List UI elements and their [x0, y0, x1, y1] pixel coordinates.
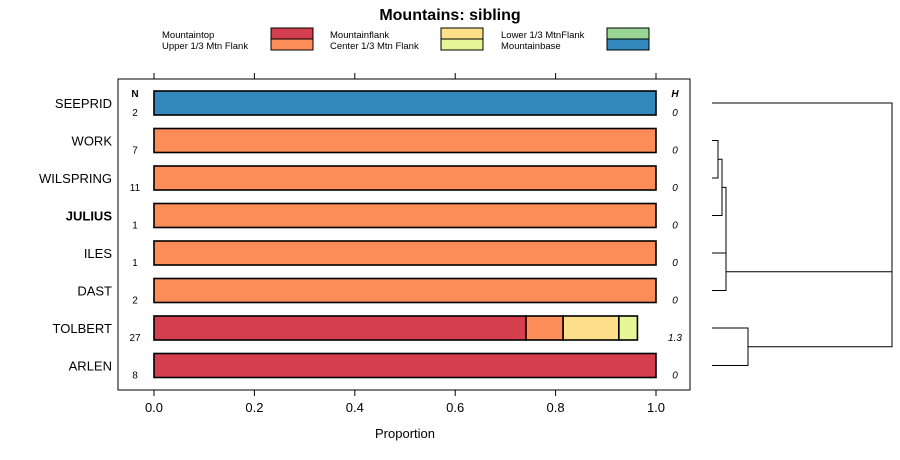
row-label-arlen: ARLEN	[69, 359, 112, 374]
x-tick-label-5: 1.0	[647, 400, 665, 415]
bar-segment-julius-upper-1-3-mtn-flank	[153, 202, 657, 229]
bar-segment-tolbert-mountaintop	[153, 315, 527, 341]
n-value-iles: 1	[132, 258, 138, 269]
dendrogram-link-julius	[712, 158, 723, 216]
x-tick-label-3: 0.6	[446, 400, 464, 415]
row-label-julius: JULIUS	[66, 209, 113, 224]
dendrogram	[712, 102, 893, 366]
h-value-tolbert: 1.3	[668, 333, 682, 344]
legend-label-mountainbase: Mountainbase	[501, 41, 561, 52]
h-value-seeprid: 0	[672, 108, 678, 119]
legend-label-mountainflank: Mountainflank	[330, 30, 389, 41]
bar-segment-work-upper-1-3-mtn-flank	[153, 127, 657, 154]
h-column-header: H	[671, 89, 679, 100]
h-value-iles: 0	[672, 258, 678, 269]
plot-panel	[117, 78, 691, 391]
legend-label-lower-1-3-mtnflank: Lower 1/3 MtnFlank	[501, 30, 585, 41]
x-tick-label-4: 0.8	[547, 400, 565, 415]
legend-swatch-center-1-3-mtn-flank	[440, 38, 484, 51]
bar-segment-arlen-mountaintop	[153, 352, 657, 379]
row-label-iles: ILES	[84, 246, 113, 261]
n-value-dast: 2	[132, 296, 138, 307]
h-value-dast: 0	[672, 296, 678, 307]
n-value-work: 7	[132, 146, 138, 157]
dendrogram-link-tolbert-arlen	[712, 327, 749, 366]
row-label-work: WORK	[72, 134, 113, 149]
h-value-wilspring: 0	[672, 183, 678, 194]
bar-segment-dast-upper-1-3-mtn-flank	[153, 277, 657, 304]
bar-segment-iles-upper-1-3-mtn-flank	[153, 240, 657, 266]
n-value-julius: 1	[132, 221, 138, 232]
row-label-tolbert: TOLBERT	[53, 321, 113, 336]
x-axis: 0.0 0.2 0.4 0.6 0.8 1.0	[145, 73, 665, 415]
legend-swatch-lower-1-3-mtnflank	[606, 27, 650, 40]
dendrogram-link-root	[712, 102, 893, 310]
row-label-seeprid: SEEPRID	[55, 96, 112, 111]
legend-swatch-mountainflank	[440, 27, 484, 40]
x-tick-label-1: 0.2	[245, 400, 263, 415]
legend-label-mountaintop: Mountaintop	[162, 30, 214, 41]
bar-segment-tolbert-mountainflank	[562, 315, 620, 341]
legend-swatch-mountainbase	[606, 38, 650, 51]
bar-rows: SEEPRID 2 0 WORK 7 0 WILSPRING 11 0 JULIUS 1 0 ILES 1…	[39, 90, 682, 382]
row-label-dast: DAST	[77, 284, 112, 299]
dendrogram-link-work-wilspring	[712, 140, 719, 179]
x-axis-title: Proportion	[375, 426, 435, 441]
chart-title: Mountains: sibling	[379, 7, 520, 24]
bar-segment-tolbert-upper-1-3-mtn-flank	[525, 315, 564, 341]
h-value-julius: 0	[672, 221, 678, 232]
bar-segment-seeprid-mountainbase	[153, 90, 657, 116]
legend-label-center-1-3-mtn-flank: Center 1/3 Mtn Flank	[330, 41, 419, 52]
n-value-tolbert: 27	[129, 333, 141, 344]
h-value-work: 0	[672, 146, 678, 157]
legend-swatch-mountaintop	[270, 27, 314, 40]
dendrogram-link-lower	[726, 271, 893, 348]
row-label-wilspring: WILSPRING	[39, 171, 112, 186]
bar-segment-wilspring-upper-1-3-mtn-flank	[153, 165, 657, 191]
h-value-arlen: 0	[672, 371, 678, 382]
n-value-seeprid: 2	[132, 108, 138, 119]
legend-swatch-upper-1-3-mtn-flank	[270, 38, 314, 51]
legend-label-upper-1-3-mtn-flank: Upper 1/3 Mtn Flank	[162, 41, 248, 52]
n-column-header: N	[131, 89, 138, 100]
dendrogram-link-mid-group	[722, 186, 727, 253]
n-value-wilspring: 11	[130, 183, 141, 194]
x-tick-label-0: 0.0	[145, 400, 163, 415]
x-tick-label-2: 0.4	[346, 400, 364, 415]
bar-segment-tolbert-center-1-3-mtn-flank	[618, 315, 639, 341]
n-value-arlen: 8	[132, 371, 138, 382]
dendrogram-link-iles-dast	[712, 252, 727, 291]
